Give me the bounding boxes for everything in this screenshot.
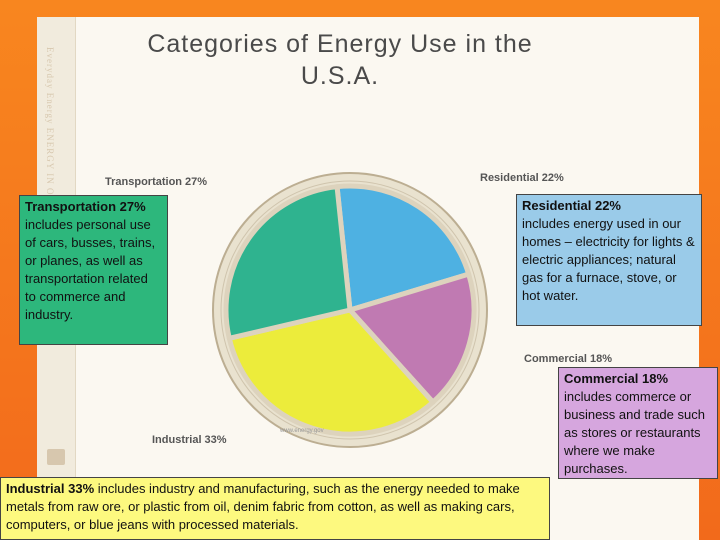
pie-label-residential: Residential 22%: [480, 172, 564, 184]
chart-title: Categories of Energy Use in the U.S.A.: [147, 30, 533, 90]
pie-label-industrial: Industrial 33%: [152, 434, 227, 446]
pie-slice-residential: [334, 183, 472, 313]
commercial-heading: Commercial 18%: [564, 371, 669, 386]
pie-slice-commercial: [347, 271, 477, 405]
spine-text: Everyday Energy ENERGY IN OUR LIVES: [45, 47, 55, 244]
pie-label-transportation: Transportation 27%: [105, 176, 208, 188]
pie-label-commercial: Commercial 18%: [524, 353, 613, 365]
residential-heading: Residential 22%: [522, 198, 621, 213]
transportation-heading: Transportation 27%: [25, 199, 146, 214]
image-credit: www.energy.gov: [280, 428, 324, 434]
industrial-text: includes industry and manufacturing, suc…: [6, 481, 520, 532]
industrial-description: Industrial 33% includes industry and man…: [0, 477, 550, 540]
transportation-description: Transportation 27% includes personal use…: [19, 195, 168, 345]
commercial-description: Commercial 18% includes commerce or busi…: [558, 367, 718, 479]
pie-slice-industrial: [226, 307, 436, 437]
transportation-text: includes personal use of cars, busses, t…: [25, 217, 156, 322]
pie-slice-transportation: [223, 184, 353, 341]
residential-text: includes energy used in our homes – elec…: [522, 216, 695, 303]
pie-slices: [223, 183, 477, 437]
industrial-heading: Industrial 33%: [6, 481, 95, 496]
pie-plate-rim: [220, 180, 480, 440]
spine-logo: [47, 449, 65, 465]
residential-description: Residential 22% includes energy used in …: [516, 194, 702, 326]
commercial-text: includes commerce or business and trade …: [564, 389, 705, 476]
